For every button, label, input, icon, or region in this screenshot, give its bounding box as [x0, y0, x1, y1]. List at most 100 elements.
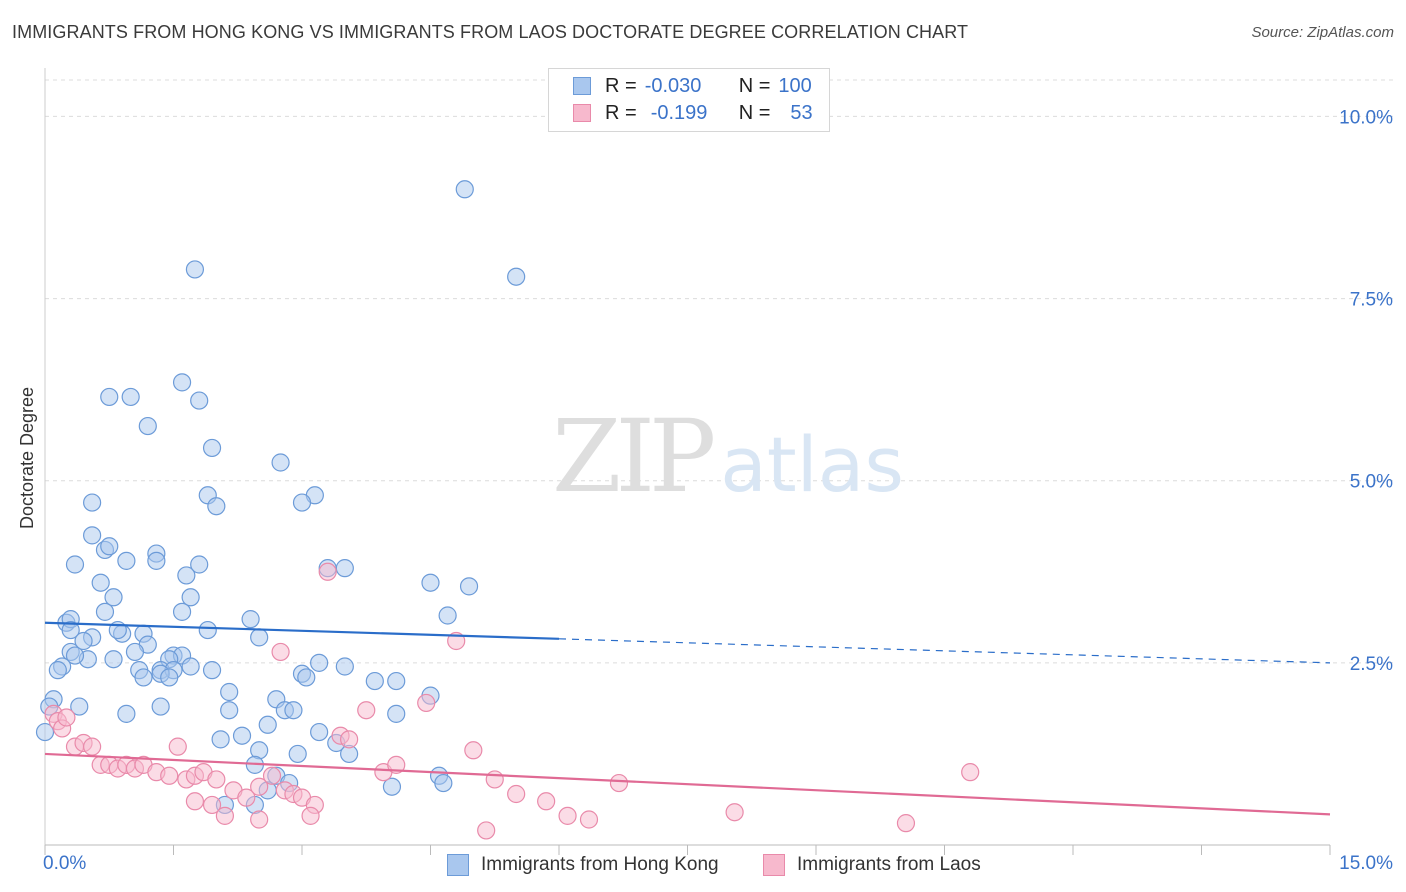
data-point-laos [57, 708, 76, 727]
data-point-hong-kong [335, 559, 354, 578]
data-point-hong-kong [35, 722, 55, 742]
data-point-laos [250, 810, 269, 829]
data-point-laos [207, 770, 226, 789]
data-point-hong-kong [455, 180, 474, 199]
data-point-hong-kong [190, 555, 209, 574]
data-point-hong-kong [292, 493, 312, 512]
data-point-hong-kong [117, 704, 136, 723]
data-point-hong-kong [100, 537, 119, 556]
data-point-laos [609, 773, 629, 793]
legend-n-label: N = [738, 74, 771, 97]
tick-labels: 2.5% 5.0% 7.5% 10.0% 0.0% 15.0% [43, 107, 1393, 874]
trend-line-laos [44, 752, 1331, 816]
data-point-laos [301, 806, 320, 825]
data-point-hong-kong [70, 697, 89, 716]
bottom-legend-label-laos: Immigrants from Laos [797, 854, 981, 875]
legend-r-value: -0.199 [650, 101, 708, 124]
source-credit: Source: ZipAtlas.com [1251, 24, 1394, 41]
data-point-laos [262, 766, 282, 785]
legend-row-hong-kong: R = -0.030 N = 100 [573, 73, 812, 99]
data-point-hong-kong [288, 744, 307, 764]
x-tick-label: 15.0% [1339, 853, 1393, 874]
data-point-laos [318, 562, 337, 581]
data-point-laos [387, 755, 406, 774]
legend-swatch-laos [573, 104, 591, 122]
data-point-hong-kong [202, 661, 222, 680]
trend-line-hong-kong [44, 621, 560, 640]
data-point-hong-kong [365, 671, 384, 691]
data-point-hong-kong [172, 602, 192, 621]
data-point-hong-kong [241, 610, 260, 629]
gridlines [45, 79, 1395, 664]
data-point-laos [961, 763, 980, 782]
data-point-hong-kong [335, 657, 354, 676]
watermark: ZIP atlas [552, 398, 904, 515]
legend-row-laos: R = -0.199 N = 53 [573, 100, 813, 126]
data-point-laos [896, 814, 916, 833]
data-point-hong-kong [121, 387, 140, 407]
bottom-legend-label-hong-kong: Immigrants from Hong Kong [481, 854, 719, 875]
data-point-laos [215, 806, 234, 825]
y-tick-label: 7.5% [1350, 290, 1393, 311]
data-point-laos [537, 792, 556, 811]
watermark-atlas: atlas [720, 420, 904, 509]
data-point-hong-kong [207, 497, 226, 516]
legend-swatch-hong-kong [573, 77, 591, 95]
data-point-hong-kong [258, 715, 277, 734]
data-point-hong-kong [271, 453, 290, 472]
bottom-legend-hong-kong: Immigrants from Hong Kong [447, 852, 719, 878]
legend-r-label: R = [605, 101, 637, 124]
data-point-hong-kong [198, 620, 217, 640]
y-axis-label: Doctorate Degree [17, 387, 37, 529]
data-point-hong-kong [125, 642, 145, 662]
data-point-hong-kong [181, 588, 200, 607]
data-point-hong-kong [421, 573, 440, 592]
data-point-hong-kong [459, 577, 479, 596]
data-point-hong-kong [95, 602, 115, 621]
series-hong-kong [35, 180, 526, 815]
data-point-laos [477, 821, 496, 840]
data-point-laos [271, 642, 290, 662]
data-point-laos [185, 792, 205, 811]
bottom-legend-laos: Immigrants from Laos [763, 852, 981, 878]
watermark-zip: ZIP [552, 398, 716, 515]
data-point-laos [558, 806, 577, 825]
stats-legend: R = -0.030 N = 100 R = -0.199 N = 53 [548, 68, 830, 132]
data-point-hong-kong [211, 730, 230, 749]
data-point-hong-kong [117, 551, 136, 570]
data-point-hong-kong [104, 588, 123, 607]
data-point-hong-kong [91, 573, 110, 592]
data-point-laos [340, 730, 359, 749]
y-tick-label: 5.0% [1350, 472, 1393, 493]
data-point-hong-kong [177, 566, 196, 585]
data-point-hong-kong [83, 526, 102, 545]
data-point-hong-kong [181, 657, 200, 676]
data-point-hong-kong [284, 701, 303, 720]
series-laos [44, 562, 980, 840]
data-point-laos [464, 741, 483, 760]
data-point-hong-kong [297, 668, 316, 687]
bottom-legend-swatch-hong-kong [447, 854, 469, 876]
data-point-hong-kong [172, 373, 192, 392]
data-point-hong-kong [434, 773, 453, 793]
data-point-laos [83, 737, 102, 756]
data-point-hong-kong [65, 555, 85, 574]
data-point-hong-kong [202, 438, 222, 458]
data-point-laos [357, 701, 376, 720]
data-point-hong-kong [232, 726, 252, 745]
bottom-legend-swatch-laos [763, 854, 785, 876]
legend-r-label: R = [605, 74, 637, 97]
x-tick-label: 0.0% [43, 853, 86, 874]
data-point-laos [160, 766, 179, 785]
data-point-laos [168, 737, 187, 756]
data-point-hong-kong [250, 628, 269, 647]
data-point-hong-kong [104, 650, 123, 669]
chart-title: IMMIGRANTS FROM HONG KONG VS IMMIGRANTS … [12, 22, 969, 42]
data-point-hong-kong [160, 668, 179, 687]
data-point-laos [202, 795, 222, 815]
data-point-hong-kong [507, 267, 526, 286]
data-point-hong-kong [147, 551, 166, 570]
trend-lines [44, 621, 1331, 816]
data-point-hong-kong [387, 671, 406, 691]
